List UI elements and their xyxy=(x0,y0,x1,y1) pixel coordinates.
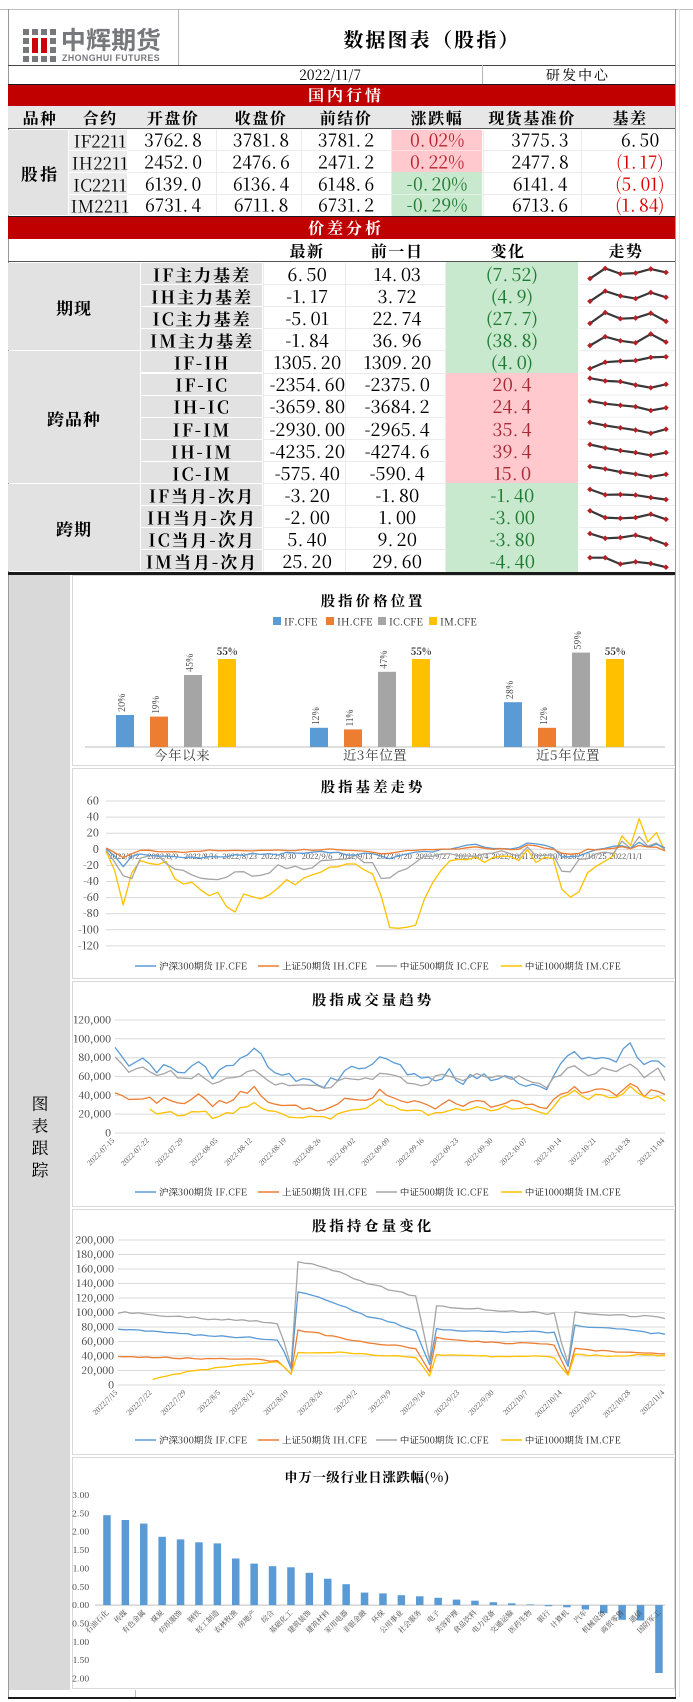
svg-text:60,000: 60,000 xyxy=(78,1069,111,1084)
svg-text:-20: -20 xyxy=(83,857,99,873)
svg-text:2022/10/18: 2022/10/18 xyxy=(530,851,568,862)
svg-text:80,000: 80,000 xyxy=(78,1050,111,1065)
svg-text:2.50: 2.50 xyxy=(72,1507,89,1519)
svg-text:20: 20 xyxy=(87,825,99,841)
svg-text:200,000: 200,000 xyxy=(75,1233,114,1248)
svg-text:申万一级行业日涨跌幅(%): 申万一级行业日涨跌幅(%) xyxy=(284,1466,449,1486)
svg-text:-2.00: -2.00 xyxy=(72,1673,89,1685)
svg-text:1.00: 1.00 xyxy=(73,1562,89,1574)
svg-text:59%: 59% xyxy=(571,631,584,649)
svg-text:中证1000期货 IM.CFE: 中证1000期货 IM.CFE xyxy=(525,1185,621,1199)
svg-text:近3年位置: 近3年位置 xyxy=(343,744,407,764)
svg-text:80,000: 80,000 xyxy=(81,1320,114,1335)
svg-text:-0.50: -0.50 xyxy=(72,1618,89,1630)
svg-text:-100: -100 xyxy=(78,921,99,937)
svg-text:28%: 28% xyxy=(503,681,516,699)
svg-text:IF.CFE: IF.CFE xyxy=(284,614,317,629)
svg-text:2022/10/25: 2022/10/25 xyxy=(568,851,607,862)
svg-text:60: 60 xyxy=(87,793,99,809)
svg-text:0.50: 0.50 xyxy=(72,1581,89,1593)
svg-text:45%: 45% xyxy=(183,654,196,672)
svg-text:20%: 20% xyxy=(115,694,128,712)
svg-text:140,000: 140,000 xyxy=(76,1276,114,1291)
svg-text:-80: -80 xyxy=(83,905,99,921)
svg-text:0: 0 xyxy=(108,1378,114,1393)
svg-text:上证50期货 IH.CFE: 上证50期货 IH.CFE xyxy=(282,1433,367,1447)
svg-text:40,000: 40,000 xyxy=(78,1088,111,1103)
svg-text:股指成交量趋势: 股指成交量趋势 xyxy=(312,989,435,1010)
svg-text:中证1000期货 IM.CFE: 中证1000期货 IM.CFE xyxy=(525,959,621,973)
svg-text:11%: 11% xyxy=(343,710,356,727)
svg-text:IM.CFE: IM.CFE xyxy=(440,614,477,629)
svg-text:20,000: 20,000 xyxy=(81,1363,114,1378)
svg-text:2022/9/20: 2022/9/20 xyxy=(377,851,412,862)
svg-text:-120: -120 xyxy=(78,937,99,953)
svg-text:12%: 12% xyxy=(537,707,550,725)
svg-text:60,000: 60,000 xyxy=(81,1334,114,1349)
svg-text:股指基差走势: 股指基差走势 xyxy=(321,776,426,797)
svg-text:40: 40 xyxy=(87,809,99,825)
svg-text:中证1000期货 IM.CFE: 中证1000期货 IM.CFE xyxy=(525,1433,621,1447)
svg-text:120,000: 120,000 xyxy=(73,1013,111,1028)
svg-text:沪深300期货 IF.CFE: 沪深300期货 IF.CFE xyxy=(159,1185,247,1199)
svg-text:100,000: 100,000 xyxy=(73,1031,111,1046)
svg-text:55%: 55% xyxy=(411,644,432,658)
svg-text:2022/8/23: 2022/8/23 xyxy=(222,851,257,862)
svg-text:120,000: 120,000 xyxy=(76,1291,114,1306)
svg-text:-1.00: -1.00 xyxy=(72,1636,89,1648)
svg-text:1.50: 1.50 xyxy=(73,1544,89,1556)
svg-text:12%: 12% xyxy=(309,707,322,725)
svg-text:20,000: 20,000 xyxy=(78,1107,111,1122)
svg-text:-40: -40 xyxy=(83,873,99,889)
svg-text:19%: 19% xyxy=(149,696,162,714)
svg-text:沪深300期货 IF.CFE: 沪深300期货 IF.CFE xyxy=(159,1433,247,1447)
svg-text:2022/11/1: 2022/11/1 xyxy=(609,851,642,862)
svg-text:180,000: 180,000 xyxy=(76,1247,114,1262)
svg-text:55%: 55% xyxy=(217,644,238,658)
svg-text:股指价格位置: 股指价格位置 xyxy=(321,590,426,611)
svg-text:100,000: 100,000 xyxy=(76,1305,114,1320)
svg-text:55%: 55% xyxy=(605,644,626,658)
svg-text:0: 0 xyxy=(93,841,99,857)
svg-text:2022/8/16: 2022/8/16 xyxy=(184,851,218,862)
svg-text:IH.CFE: IH.CFE xyxy=(337,614,373,629)
svg-text:0: 0 xyxy=(105,1126,111,1141)
svg-text:股指持仓量变化: 股指持仓量变化 xyxy=(312,1215,435,1236)
svg-text:中证500期货 IC.CFE: 中证500期货 IC.CFE xyxy=(400,1433,489,1447)
svg-text:40,000: 40,000 xyxy=(81,1349,114,1364)
svg-text:近5年位置: 近5年位置 xyxy=(536,744,600,764)
svg-text:2022/9/6: 2022/9/6 xyxy=(302,851,333,862)
svg-text:3.00: 3.00 xyxy=(72,1489,89,1501)
svg-text:47%: 47% xyxy=(377,651,390,669)
svg-text:今年以来: 今年以来 xyxy=(154,744,210,764)
svg-text:中证500期货 IC.CFE: 中证500期货 IC.CFE xyxy=(400,959,489,973)
svg-text:2022/8/2: 2022/8/2 xyxy=(109,851,141,862)
svg-text:160,000: 160,000 xyxy=(76,1262,114,1277)
svg-text:2.00: 2.00 xyxy=(72,1526,89,1538)
svg-text:2022/8/30: 2022/8/30 xyxy=(261,851,296,862)
svg-text:沪深300期货 IF.CFE: 沪深300期货 IF.CFE xyxy=(159,959,247,973)
svg-text:上证50期货 IH.CFE: 上证50期货 IH.CFE xyxy=(282,959,367,973)
svg-text:IC.CFE: IC.CFE xyxy=(389,614,423,629)
svg-text:上证50期货 IH.CFE: 上证50期货 IH.CFE xyxy=(282,1185,367,1199)
svg-text:-1.50: -1.50 xyxy=(72,1654,89,1666)
svg-text:-60: -60 xyxy=(83,889,99,905)
svg-text:0.00: 0.00 xyxy=(72,1599,89,1611)
svg-text:中证500期货 IC.CFE: 中证500期货 IC.CFE xyxy=(400,1185,489,1199)
